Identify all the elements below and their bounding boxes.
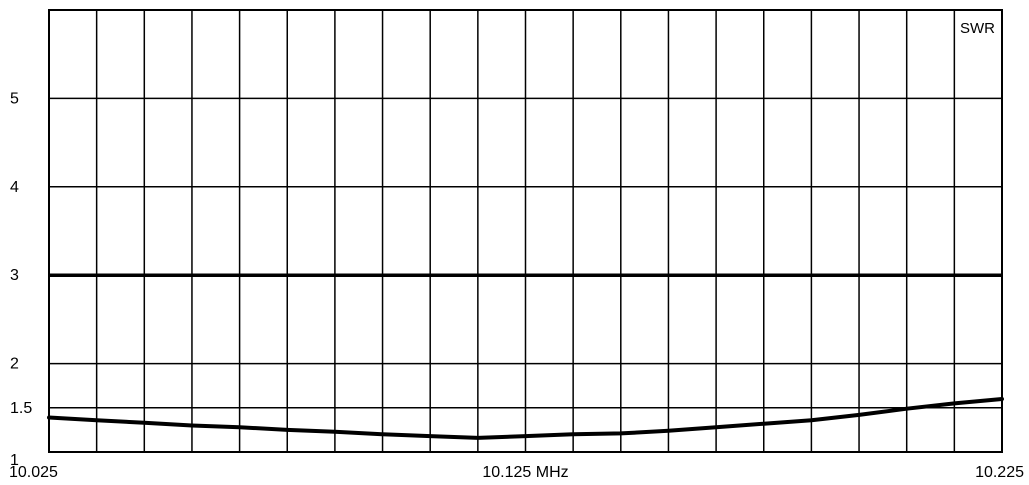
data-point bbox=[619, 431, 623, 435]
y-tick-label: 3 bbox=[10, 267, 19, 284]
data-point bbox=[142, 421, 146, 425]
data-point bbox=[762, 422, 766, 426]
data-point bbox=[47, 416, 51, 420]
y-tick-label: 2 bbox=[10, 356, 19, 373]
y-tick-label: 4 bbox=[10, 179, 19, 196]
label-layer: 1 1.5 2 3 4 5 10.025 10.125 MHz 10.225 bbox=[9, 90, 1024, 481]
y-tick-label: 5 bbox=[10, 90, 19, 107]
data-point bbox=[666, 429, 670, 433]
y-tick-label: 1.5 bbox=[10, 400, 32, 417]
data-point bbox=[571, 432, 575, 436]
data-point bbox=[476, 436, 480, 440]
data-point bbox=[857, 413, 861, 417]
data-point bbox=[428, 434, 432, 438]
data-point bbox=[333, 430, 337, 434]
data-point bbox=[809, 418, 813, 422]
grid-layer bbox=[48, 9, 1003, 453]
x-tick-label: 10.225 bbox=[975, 464, 1024, 480]
data-point bbox=[905, 407, 909, 411]
data-point bbox=[190, 423, 194, 427]
plot-frame bbox=[48, 9, 1003, 453]
x-tick-label: 10.125 MHz bbox=[482, 464, 568, 480]
y-tick-label: 1 bbox=[10, 452, 19, 469]
series-label: SWR bbox=[960, 20, 995, 37]
data-point bbox=[381, 432, 385, 436]
data-point bbox=[95, 418, 99, 422]
series-layer bbox=[47, 397, 1004, 440]
data-point bbox=[952, 401, 956, 405]
data-point bbox=[238, 425, 242, 429]
data-point bbox=[285, 428, 289, 432]
data-point bbox=[1000, 397, 1004, 401]
data-point bbox=[714, 425, 718, 429]
data-point bbox=[524, 434, 527, 438]
x-tick-label: 10.025 bbox=[9, 464, 58, 480]
